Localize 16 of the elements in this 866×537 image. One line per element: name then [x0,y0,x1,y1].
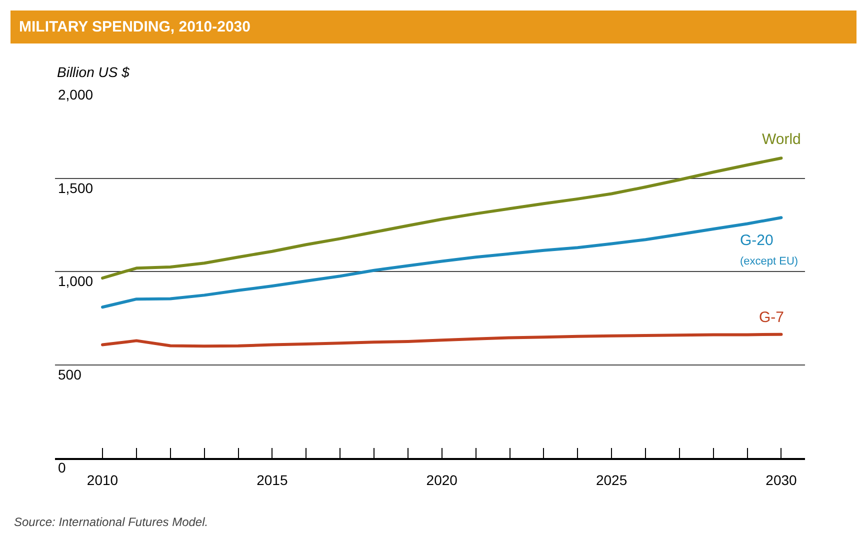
y-tick-label: 0 [58,460,66,476]
y-axis-title: Billion US $ [57,64,130,80]
x-tick-label: 2015 [256,472,288,488]
y-tick-label: 500 [58,366,82,382]
x-tick-label: 2030 [766,472,798,488]
y-tick-label: 2,000 [58,86,94,103]
x-tick-label: 2020 [426,472,458,488]
x-tick-label: 2025 [596,472,628,488]
series-label: G-20 (except EU) [740,232,798,268]
x-tick-label: 2010 [86,472,118,488]
chart-title: MILITARY SPENDING, 2010-2030 [19,18,250,36]
source-note: Source: International Futures Model. [14,515,208,529]
y-tick-label: 1,000 [58,273,94,290]
series-label: World [762,131,801,148]
y-tick-label: 1,500 [58,180,94,196]
series-label: G-7 [759,309,784,326]
